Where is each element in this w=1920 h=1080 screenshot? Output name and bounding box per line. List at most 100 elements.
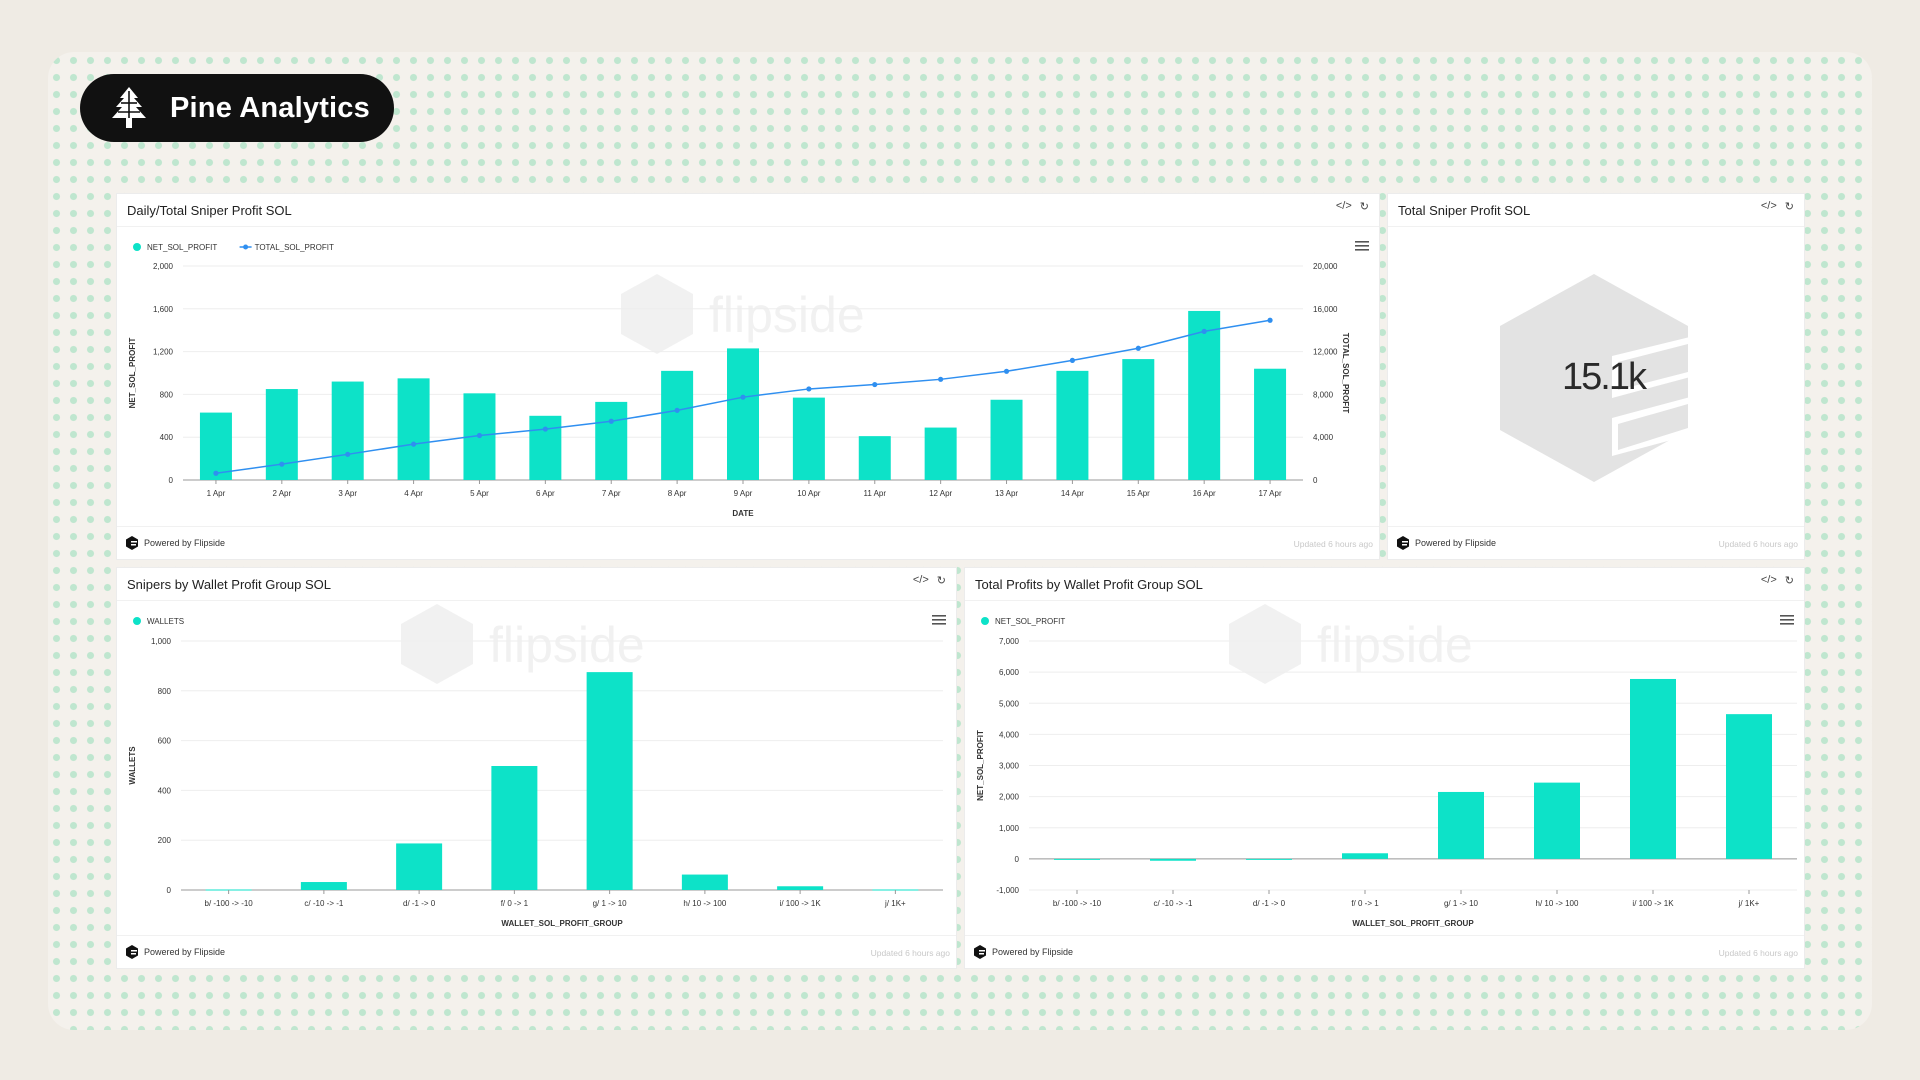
flipside-watermark: flipside [621, 274, 865, 354]
powered-by[interactable]: Powered by Flipside [1396, 536, 1496, 550]
bar [1254, 368, 1287, 480]
x-tick-label: g/ 1 -> 10 [593, 899, 628, 908]
flipside-logo-icon [974, 945, 986, 959]
bar [990, 399, 1023, 480]
x-axis-label: WALLET_SOL_PROFIT_GROUP [501, 919, 623, 928]
y-axis-label: NET_SOL_PROFIT [976, 730, 985, 801]
powered-by-label: Powered by Flipside [144, 947, 226, 957]
line-point [806, 386, 812, 392]
x-tick-label: i/ 100 -> 1K [1632, 899, 1674, 908]
x-tick-label: d/ -1 -> 0 [1253, 899, 1286, 908]
y-tick-label: 5,000 [999, 699, 1020, 708]
x-axis-label: WALLET_SOL_PROFIT_GROUP [1352, 919, 1474, 928]
legend-marker-point [243, 244, 249, 250]
y-tick-label: -1,000 [996, 886, 1019, 895]
watermark-text: flipside [489, 617, 645, 673]
legend-marker-bar [133, 617, 141, 625]
y-tick-label: 1,200 [153, 348, 174, 357]
code-icon[interactable]: </> [1760, 200, 1777, 212]
x-tick-label: j/ 1K+ [884, 899, 906, 908]
x-tick-label: 5 Apr [470, 489, 489, 498]
bar [1534, 782, 1580, 859]
refresh-icon[interactable]: ↻ [936, 575, 946, 587]
flipside-logo-icon [126, 536, 138, 550]
y-tick-label: 0 [167, 886, 172, 895]
hamburger-menu-icon[interactable] [932, 614, 946, 626]
x-tick-label: 11 Apr [863, 489, 886, 498]
footer-divider [117, 526, 1379, 527]
y-tick-label: 0 [169, 476, 174, 485]
x-tick-label: 7 Apr [602, 489, 621, 498]
updated-label: Updated 6 hours ago [1718, 539, 1798, 549]
x-tick-label: g/ 1 -> 10 [1444, 899, 1479, 908]
y2-tick-label: 4,000 [1313, 433, 1334, 442]
refresh-icon[interactable]: ↻ [1784, 201, 1794, 213]
refresh-icon[interactable]: ↻ [1784, 575, 1794, 587]
line-point [740, 394, 746, 400]
flipside-watermark: flipside [401, 604, 645, 684]
line-point [542, 426, 548, 432]
updated-label: Updated 6 hours ago [870, 948, 950, 958]
y-tick-label: 800 [158, 687, 172, 696]
y-tick-label: 4,000 [999, 730, 1020, 739]
header-divider [117, 226, 1379, 227]
x-tick-label: h/ 10 -> 100 [683, 899, 726, 908]
brand-name: Pine Analytics [170, 91, 370, 124]
x-tick-label: 15 Apr [1127, 489, 1150, 498]
powered-by[interactable]: Powered by Flipside [973, 945, 1073, 959]
panel-total-sniper-profit: Total Sniper Profit SOL </> ↻ 15.1k Powe… [1387, 193, 1805, 560]
hamburger-menu-icon[interactable] [1355, 240, 1369, 252]
code-icon[interactable]: </> [1760, 574, 1777, 586]
flipside-logo-icon [1397, 536, 1409, 550]
x-tick-label: c/ -10 -> -1 [304, 899, 343, 908]
y-tick-label: 1,000 [151, 637, 172, 646]
y-tick-label: 600 [158, 737, 172, 746]
powered-by[interactable]: Powered by Flipside [125, 945, 225, 959]
bar [1188, 310, 1221, 480]
line-point [476, 432, 483, 439]
line-point [674, 407, 680, 413]
pine-tree-icon [112, 87, 146, 128]
x-tick-label: 8 Apr [668, 489, 687, 498]
watermark-text: flipside [709, 287, 865, 343]
powered-by-label: Powered by Flipside [992, 947, 1074, 957]
bar [1726, 714, 1772, 859]
x-tick-label: 16 Apr [1193, 489, 1216, 498]
refresh-icon[interactable]: ↻ [1359, 201, 1369, 213]
bar [924, 427, 957, 480]
y2-tick-label: 12,000 [1313, 348, 1338, 357]
powered-by[interactable]: Powered by Flipside [125, 536, 225, 550]
y-tick-label: 800 [160, 390, 174, 399]
footer-divider [117, 935, 956, 936]
powered-by-label: Powered by Flipside [1415, 538, 1497, 548]
y-tick-label: 0 [1015, 855, 1020, 864]
bar [595, 401, 628, 480]
x-tick-label: i/ 100 -> 1K [780, 899, 822, 908]
x-tick-label: h/ 10 -> 100 [1536, 899, 1579, 908]
x-tick-label: 10 Apr [797, 489, 820, 498]
x-tick-label: 12 Apr [929, 489, 952, 498]
y2-axis-label: TOTAL_SOL_PROFIT [1341, 333, 1350, 414]
x-tick-label: c/ -10 -> -1 [1154, 899, 1193, 908]
bar [397, 378, 430, 480]
x-tick-label: 3 Apr [338, 489, 357, 498]
y-axis-label: WALLETS [128, 746, 137, 785]
bar [529, 415, 562, 480]
panel-title: Total Profits by Wallet Profit Group SOL [975, 577, 1203, 592]
hamburger-menu-icon[interactable] [1780, 614, 1794, 626]
panel-profits-by-group: Total Profits by Wallet Profit Group SOL… [964, 567, 1805, 969]
line-point [1069, 357, 1076, 363]
y-tick-label: 200 [158, 836, 172, 845]
x-axis-label: DATE [732, 509, 754, 518]
y-tick-label: 400 [158, 786, 172, 795]
x-tick-label: d/ -1 -> 0 [403, 899, 436, 908]
footer-divider [1388, 526, 1804, 527]
code-icon[interactable]: </> [1335, 200, 1352, 212]
x-tick-label: f/ 0 -> 1 [501, 899, 529, 908]
x-tick-label: 6 Apr [536, 489, 555, 498]
code-icon[interactable]: </> [912, 574, 929, 586]
bar [331, 381, 364, 480]
panel-title: Snipers by Wallet Profit Group SOL [127, 577, 331, 592]
y2-tick-label: 16,000 [1313, 305, 1338, 314]
updated-label: Updated 6 hours ago [1718, 948, 1798, 958]
